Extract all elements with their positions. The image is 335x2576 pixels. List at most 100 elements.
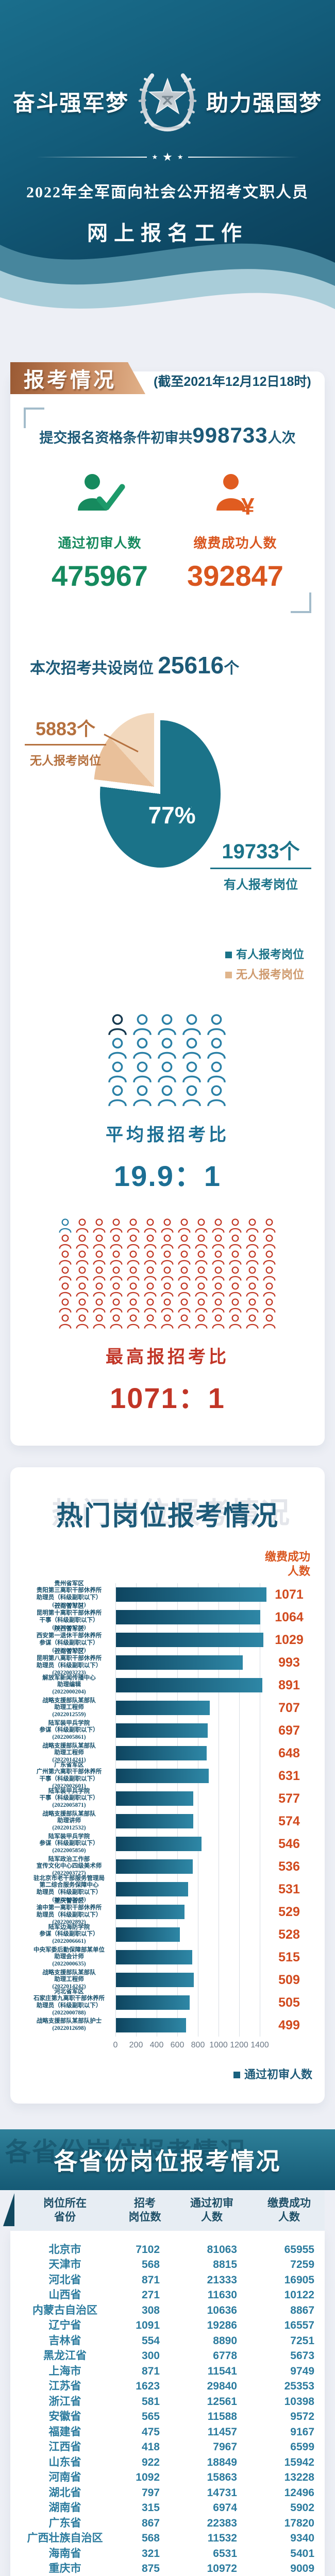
bar xyxy=(116,1814,193,1828)
person-icon xyxy=(143,1218,157,1233)
bar-row-label: 云南省军区 昆明第八离职干部休养所 助理员（科级副职以下） (2022003223) xyxy=(36,1648,102,1676)
axis-tick-label: 1000 xyxy=(209,2041,228,2049)
person-icon xyxy=(126,1282,140,1297)
person-icon xyxy=(245,1266,259,1281)
person-icon xyxy=(160,1298,174,1313)
person-icon xyxy=(75,1298,89,1313)
bar xyxy=(116,1882,188,1896)
person-icon xyxy=(160,1250,174,1265)
person-icon xyxy=(133,1014,152,1036)
table-row: 上海市 871 11541 9749 xyxy=(48,2365,315,2377)
person-icon xyxy=(126,1314,140,1329)
bar xyxy=(116,1746,207,1760)
person-icon xyxy=(262,1298,276,1313)
bar-row-label: 战略支援部队某部队护士 (2022012698) xyxy=(36,2018,102,2031)
person-icon xyxy=(194,1250,208,1265)
person-icon xyxy=(228,1282,242,1297)
table-row: 重庆市 875 10972 9009 xyxy=(48,2563,315,2575)
person-icon xyxy=(143,1250,157,1265)
table-row: 吉林省 554 8890 7251 xyxy=(48,2334,315,2347)
person-icon xyxy=(211,1234,225,1249)
badge-fold-decoration xyxy=(128,362,138,363)
star-icon: ★ xyxy=(152,153,158,161)
person-icon xyxy=(158,1061,176,1083)
person-icon xyxy=(126,1250,140,1265)
person-icon xyxy=(58,1234,72,1249)
person-icon xyxy=(75,1282,89,1297)
bar-row-label: 驻北京市老干部服务管理局 第二综合服务保障中心 助理员（科级副职以下） (202200… xyxy=(34,1875,105,1903)
axis-tick-label: 0 xyxy=(113,2041,118,2049)
paid-count-value: 1064 xyxy=(275,1609,304,1624)
province-table: 北京市 7102 81063 65955 天津市 568 8815 7259 河北省 871 213… xyxy=(10,2230,325,2576)
table-row: 河南省 1092 15863 13228 xyxy=(48,2471,315,2484)
table-row: 辽宁省 1091 19286 16557 xyxy=(48,2319,315,2332)
bar-row: 战略支援部队某部队 助理工程师 (2022014242) 509 xyxy=(23,1969,312,1991)
bar-row-label: 贵州省军区 贵阳第三离职干部休养所 助理员（科级副职以下） (2022003131) xyxy=(36,1580,102,1608)
person-icon xyxy=(133,1038,152,1059)
bar-row-label: 陆军装甲兵学院 参谋（科级副职以下） (2022005850) xyxy=(39,1833,99,1854)
person-icon xyxy=(92,1282,106,1297)
bar xyxy=(116,1905,185,1919)
hero-subtitle: 2022年全军面向社会公开招考文职人员 xyxy=(26,184,309,201)
person-icon xyxy=(143,1234,157,1249)
pie-legend: 有人报考岗位 无人报考岗位 xyxy=(24,945,311,985)
person-icon xyxy=(75,1266,89,1281)
legend-swatch-teal xyxy=(225,952,232,958)
person-icon xyxy=(143,1314,157,1329)
person-icon xyxy=(228,1250,242,1265)
person-icon xyxy=(228,1234,242,1249)
person-icon xyxy=(194,1266,208,1281)
paid-count-value: 577 xyxy=(278,1791,300,1806)
paid-count-value: 993 xyxy=(278,1655,300,1670)
bar xyxy=(116,1587,266,1602)
submission-headline: 提交报名资格条件初审共998733人次 xyxy=(39,423,296,447)
cutoff-date-note: (截至2021年12月12日18时) xyxy=(154,375,311,389)
person-icon xyxy=(109,1218,123,1233)
paid-count-value: 528 xyxy=(278,1927,300,1942)
person-icon xyxy=(211,1314,225,1329)
person-icon xyxy=(262,1218,276,1233)
table-row: 福建省 475 11457 9167 xyxy=(48,2426,315,2438)
average-ratio-label: 平均报招考比 xyxy=(106,1126,229,1145)
bar xyxy=(116,1723,208,1738)
bar-row: 解放军新闻传播中心 助理编辑 (2022000204) 891 xyxy=(23,1674,312,1697)
bar-row: 云南省军区 昆明第八离职干部休养所 助理员（科级副职以下） (2022003223) 9… xyxy=(23,1648,312,1676)
hot-jobs-bar-chart: 贵州省军区 贵阳第三离职干部休养所 助理员（科级副职以下） (2022003131) 1… xyxy=(23,1580,312,2037)
hero-line1: 网上报名工作 xyxy=(87,222,248,245)
report-status-badge: 报考情况 xyxy=(10,362,145,394)
person-icon xyxy=(211,1250,225,1265)
average-ratio-value: 19.9：1 xyxy=(113,1160,222,1192)
submission-stats-block: 提交报名资格条件初审共998733人次 通过初审人数 475967 ¥ 缴费成功… xyxy=(24,408,311,613)
bar-row-label: 云南省军区 昆明第十离职干部休养所 干事（科级副职以下） (2022003226) xyxy=(36,1603,102,1631)
paid-count-value: 509 xyxy=(278,1972,300,1987)
person-icon xyxy=(92,1250,106,1265)
person-icon xyxy=(92,1298,106,1313)
person-icon xyxy=(194,1234,208,1249)
person-icon xyxy=(207,1038,226,1059)
person-icon xyxy=(177,1234,191,1249)
person-icon xyxy=(228,1314,242,1329)
bar xyxy=(116,1995,190,2010)
bar-row: 贵州省军区 贵阳第三离职干部休养所 助理员（科级副职以下） (2022003131) 1… xyxy=(23,1580,312,1608)
paid-count-value: 697 xyxy=(278,1723,300,1738)
person-icon xyxy=(75,1218,89,1233)
star-icon: ★ xyxy=(162,150,173,163)
person-icon xyxy=(143,1298,157,1313)
hero-banner: 奋斗强军梦 助力强国梦 ★ ★ ★ 2022年全军面向社会公开招考文职人员 网上… xyxy=(0,0,335,332)
paid-count-value: 648 xyxy=(278,1745,300,1760)
person-icon xyxy=(160,1314,174,1329)
person-icon xyxy=(133,1085,152,1107)
person-icon xyxy=(109,1314,123,1329)
person-icon xyxy=(158,1085,176,1107)
bar-row-label: 解放军新闻传播中心 助理编辑 (2022000204) xyxy=(42,1674,96,1695)
bar-row: 陆军装甲兵学院 参谋（科级副职以下） (2022005861) 697 xyxy=(23,1719,312,1742)
person-icon xyxy=(245,1314,259,1329)
table-row: 山西省 271 11630 10122 xyxy=(48,2289,315,2301)
paid-count-value: 707 xyxy=(278,1700,300,1715)
paid-count-value: 536 xyxy=(278,1859,300,1874)
stat-value: 392847 xyxy=(187,560,283,592)
person-icon xyxy=(92,1218,106,1233)
person-icon xyxy=(109,1298,123,1313)
hero-title-left: 奋斗强军梦 xyxy=(13,91,129,116)
person-icon xyxy=(177,1298,191,1313)
